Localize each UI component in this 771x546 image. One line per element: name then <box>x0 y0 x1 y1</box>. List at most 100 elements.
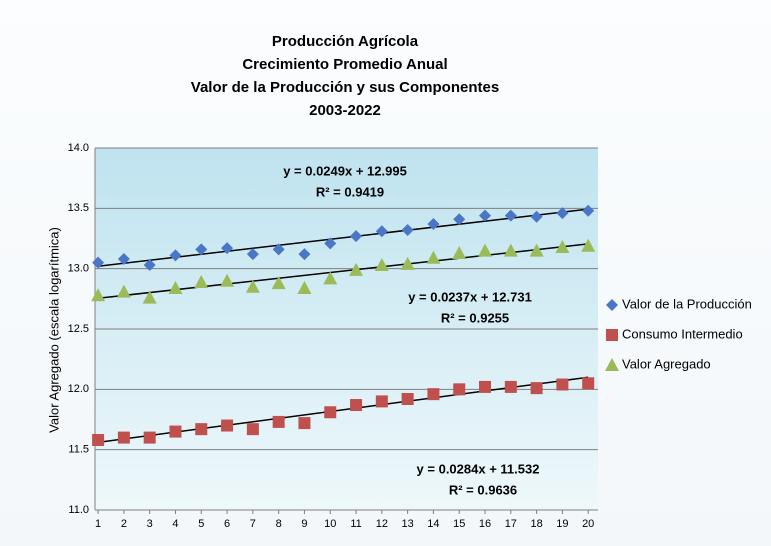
marker <box>298 248 311 261</box>
x-tick-label: 17 <box>505 518 517 530</box>
marker <box>324 406 337 419</box>
marker <box>194 274 209 288</box>
marker <box>479 209 492 222</box>
x-tick-label: 8 <box>276 518 282 530</box>
marker <box>374 258 389 272</box>
marker <box>452 245 467 259</box>
x-tick-label: 4 <box>172 518 178 530</box>
marker <box>453 383 466 396</box>
x-tick-label: 18 <box>530 518 542 530</box>
marker <box>401 224 414 237</box>
marker <box>581 238 596 252</box>
marker <box>555 239 570 253</box>
x-tick-label: 5 <box>198 518 204 530</box>
marker <box>297 280 312 294</box>
marker <box>375 395 388 408</box>
marker <box>453 213 466 226</box>
marker <box>503 243 518 257</box>
marker <box>91 288 106 302</box>
marker <box>375 225 388 238</box>
marker <box>350 399 363 412</box>
marker <box>195 243 208 256</box>
x-tick-label: 16 <box>479 518 491 530</box>
x-tick-label: 14 <box>427 518 439 530</box>
chart-title: 2003-2022 <box>309 102 381 119</box>
y-tick-label: 12.0 <box>68 383 89 395</box>
x-tick-label: 2 <box>121 518 127 530</box>
marker <box>246 248 259 261</box>
y-tick-label: 11.5 <box>68 444 89 456</box>
marker <box>556 378 569 391</box>
marker <box>221 419 234 432</box>
marker <box>221 242 234 255</box>
marker <box>245 279 260 293</box>
marker <box>168 280 183 294</box>
x-tick-label: 9 <box>301 518 307 530</box>
marker <box>349 262 364 276</box>
x-tick-label: 12 <box>376 518 388 530</box>
marker <box>350 230 363 243</box>
marker <box>324 237 337 250</box>
y-tick-label: 13.5 <box>68 202 89 214</box>
marker <box>117 431 130 444</box>
x-tick-label: 6 <box>224 518 230 530</box>
marker <box>195 423 208 436</box>
chart-title: Crecimiento Promedio Anual <box>242 56 447 73</box>
marker <box>478 243 493 257</box>
y-tick-label: 11.0 <box>68 504 89 516</box>
marker <box>116 284 131 298</box>
y-axis-label: Valor Agregado (escala logarítmica) <box>46 227 61 433</box>
marker <box>143 431 156 444</box>
marker <box>220 273 235 287</box>
marker <box>323 271 338 285</box>
marker <box>401 392 414 405</box>
marker <box>92 434 105 447</box>
marker <box>169 249 182 262</box>
trend-equation: y = 0.0249x + 12.995 <box>283 163 407 178</box>
legend-label: Consumo Intermedio <box>622 326 743 341</box>
marker <box>556 207 569 220</box>
marker <box>529 243 544 257</box>
legend-label: Valor Agregado <box>622 356 711 371</box>
x-tick-label: 19 <box>556 518 568 530</box>
x-tick-label: 1 <box>95 518 101 530</box>
x-tick-label: 13 <box>402 518 414 530</box>
marker <box>92 256 105 269</box>
legend-marker <box>605 358 619 371</box>
marker <box>298 417 311 430</box>
chart-title: Producción Agrícola <box>272 33 419 50</box>
trend-r2: R² = 0.9636 <box>449 482 517 497</box>
marker <box>504 209 517 222</box>
marker <box>169 425 182 438</box>
trend-r2: R² = 0.9255 <box>441 310 509 325</box>
marker <box>117 253 130 266</box>
marker <box>143 259 156 272</box>
marker <box>272 415 285 428</box>
legend-marker <box>606 329 618 341</box>
marker <box>427 388 440 401</box>
y-tick-label: 13.0 <box>68 263 89 275</box>
marker <box>582 377 595 390</box>
y-tick-label: 12.5 <box>68 323 89 335</box>
marker <box>246 423 259 436</box>
marker <box>530 382 543 395</box>
trend-r2: R² = 0.9419 <box>316 184 384 199</box>
y-tick-label: 14.0 <box>68 142 89 154</box>
trend-equation: y = 0.0284x + 11.532 <box>417 461 540 476</box>
x-tick-label: 15 <box>453 518 465 530</box>
marker <box>272 243 285 256</box>
x-tick-label: 7 <box>250 518 256 530</box>
trend-equation: y = 0.0237x + 12.731 <box>408 289 532 304</box>
marker <box>142 290 157 304</box>
marker <box>530 210 543 223</box>
chart-title: Valor de la Producción y sus Componentes <box>191 79 499 96</box>
x-tick-label: 3 <box>147 518 153 530</box>
x-tick-label: 11 <box>350 518 361 530</box>
marker <box>427 218 440 231</box>
marker <box>426 250 441 264</box>
marker <box>271 276 286 290</box>
legend-label: Valor de la Producción <box>622 296 752 311</box>
marker <box>582 204 595 217</box>
marker <box>479 380 492 393</box>
